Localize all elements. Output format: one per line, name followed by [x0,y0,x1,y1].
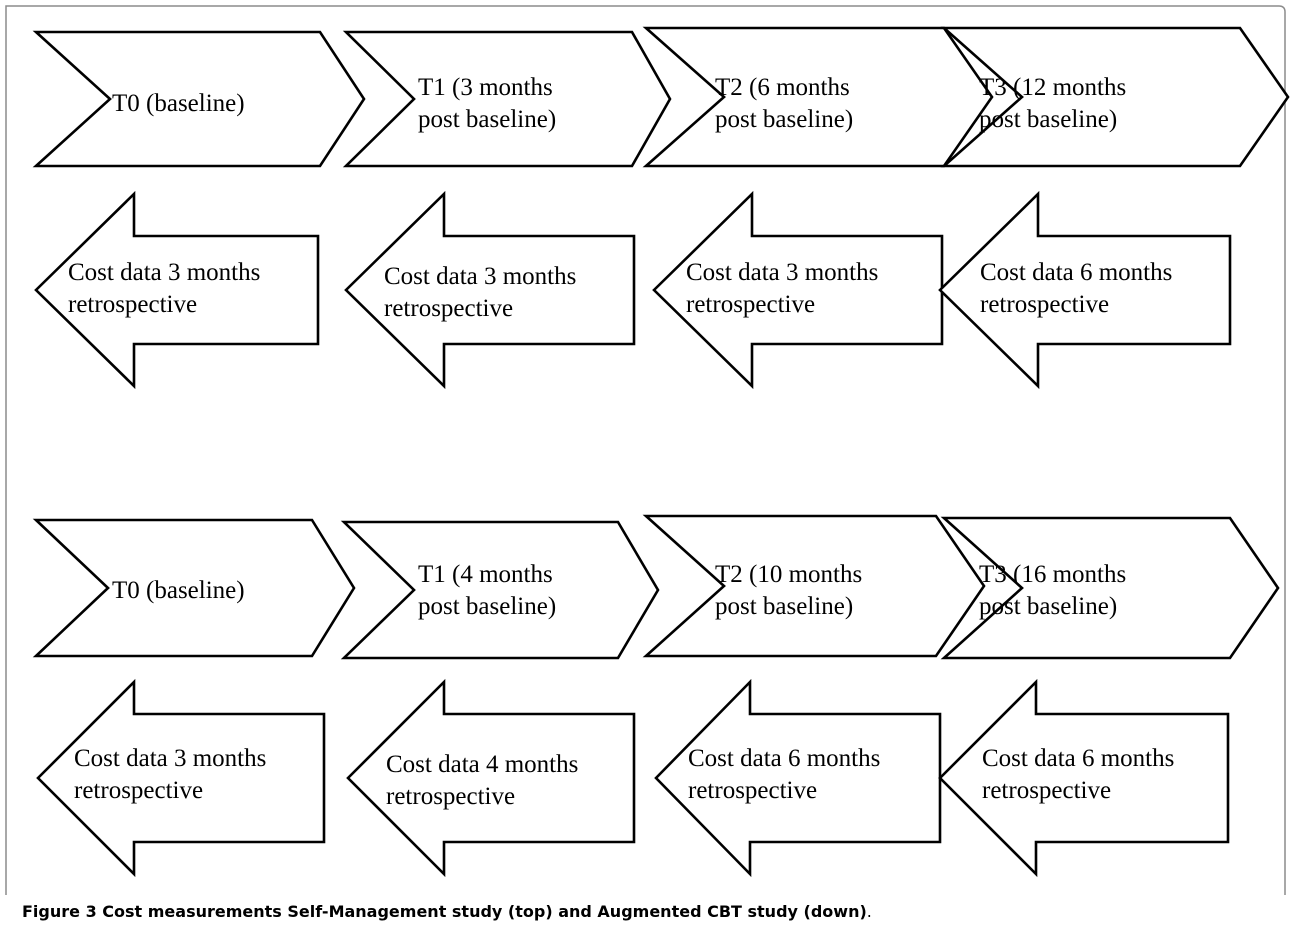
cost-window-bottom-3: Cost data 6 months retrospective [938,678,1230,878]
timepoint-top-2: T2 (6 months post baseline) [642,26,994,168]
cost-window-top-3: Cost data 6 months retrospective [938,190,1232,390]
cost-window-arrow [346,678,636,878]
timepoint-chevron [342,30,672,168]
timepoint-label-line-1: T2 (10 months [715,561,862,588]
cost-window-label-line-1: Cost data 6 months [980,259,1172,286]
cost-window-arrow [34,190,320,390]
timepoint-label-line-1: T1 (3 months [418,74,553,101]
cost-window-label-line-1: Cost data 3 months [74,745,266,772]
timepoint-label-line-1: T1 (4 months [418,561,553,588]
figure-caption: Figure 3 Cost measurements Self-Manageme… [22,902,1262,921]
cost-window-top-2: Cost data 3 months retrospective [652,190,944,390]
cost-window-label-line-2: retrospective [686,291,815,318]
timepoint-label-line-1: T0 (baseline) [112,90,245,117]
figure-caption-period: . [866,902,872,921]
timepoint-label-line-2: post baseline) [418,593,556,620]
cost-window-label-line-2: retrospective [980,291,1109,318]
cost-window-label-line-1: Cost data 3 months [68,259,260,286]
timepoint-chevron [32,518,356,658]
timepoint-chevron [940,26,1290,168]
cost-window-top-0: Cost data 3 months retrospective [34,190,320,390]
figure-frame-border [5,5,1286,895]
figure-number: Figure 3 [22,902,97,921]
timepoint-label-line-2: post baseline) [715,593,853,620]
cost-window-arrow [938,678,1230,878]
cost-window-label-line-1: Cost data 6 months [688,745,880,772]
cost-window-label-line-1: Cost data 3 months [686,259,878,286]
timepoint-bottom-0: T0 (baseline) [32,518,356,658]
timepoint-bottom-2: T2 (10 months post baseline) [642,514,986,658]
timepoint-top-3: T3 (12 months post baseline) [940,26,1290,168]
timepoint-bottom-3: T3 (16 months post baseline) [940,516,1280,660]
timepoint-chevron [340,520,660,660]
cost-window-bottom-1: Cost data 4 months retrospective [346,678,636,878]
timepoint-label-line-2: post baseline) [715,106,853,133]
cost-window-label-line-2: retrospective [386,783,515,810]
timepoint-chevron [940,516,1280,660]
timepoint-label-line-1: T3 (12 months [979,74,1126,101]
cost-window-label-line-2: retrospective [384,295,513,322]
cost-window-label-line-1: Cost data 6 months [982,745,1174,772]
timepoint-label-line-1: T3 (16 months [979,561,1126,588]
cost-window-bottom-2: Cost data 6 months retrospective [654,678,942,878]
timepoint-label-line-1: T0 (baseline) [112,577,245,604]
timepoint-label-line-2: post baseline) [979,593,1117,620]
figure-caption-text: Cost measurements Self-Management study … [96,902,867,921]
timepoint-chevron [642,514,986,658]
timepoint-bottom-1: T1 (4 months post baseline) [340,520,660,660]
timepoint-label-line-1: T2 (6 months [715,74,850,101]
cost-window-label-line-2: retrospective [68,291,197,318]
timepoint-top-0: T0 (baseline) [32,30,366,168]
cost-window-label-line-1: Cost data 4 months [386,751,578,778]
timepoint-label-line-2: post baseline) [418,106,556,133]
cost-window-label-line-2: retrospective [982,777,1111,804]
timepoint-label-line-2: post baseline) [979,106,1117,133]
cost-window-arrow [344,190,636,390]
cost-window-label-line-1: Cost data 3 months [384,263,576,290]
cost-window-label-line-2: retrospective [688,777,817,804]
timepoint-chevron [32,30,366,168]
cost-window-arrow [938,190,1232,390]
cost-window-top-1: Cost data 3 months retrospective [344,190,636,390]
cost-window-bottom-0: Cost data 3 months retrospective [36,678,326,878]
cost-window-arrow [36,678,326,878]
cost-window-arrow [652,190,944,390]
cost-window-label-line-2: retrospective [74,777,203,804]
timepoint-top-1: T1 (3 months post baseline) [342,30,672,168]
